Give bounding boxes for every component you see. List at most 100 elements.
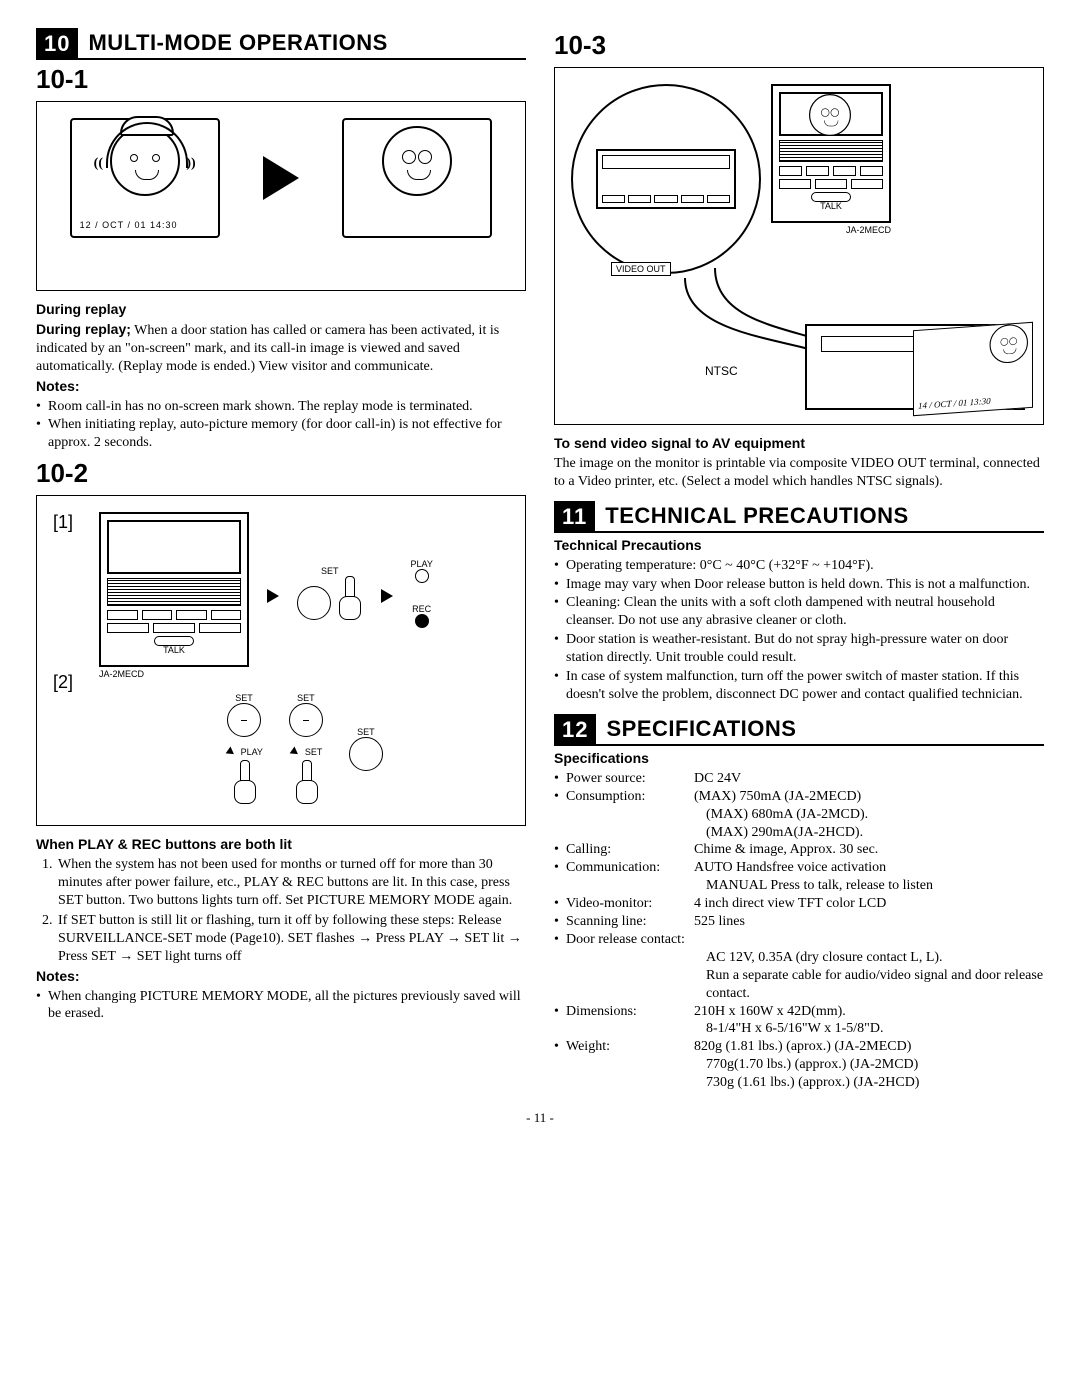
play-led-icon bbox=[415, 569, 429, 583]
notes-label: Notes: bbox=[36, 968, 526, 986]
note-item: When changing PICTURE MEMORY MODE, all t… bbox=[36, 988, 526, 1024]
vcr-icon bbox=[596, 149, 736, 209]
play-label: PLAY bbox=[411, 559, 433, 569]
rec-label: REC bbox=[411, 604, 433, 614]
spec-value-cont: AC 12V, 0.35A (dry closure contact L, L)… bbox=[554, 949, 1044, 967]
spec-label: Calling: bbox=[554, 841, 694, 859]
spec-label: Video-monitor: bbox=[554, 895, 694, 913]
table-row: Communication: AUTO Handsfree voice acti… bbox=[554, 859, 1044, 877]
spec-value-cont: 8-1/4"H x 6-5/16"W x 1-5/8"D. bbox=[554, 1020, 1044, 1038]
set-label: SET bbox=[305, 747, 323, 757]
notes-10-1: Room call-in has no on-screen mark shown… bbox=[36, 398, 526, 453]
subsection-10-2: 10-2 bbox=[36, 458, 526, 489]
note-item: Room call-in has no on-screen mark shown… bbox=[36, 398, 526, 416]
specifications-table: Power source: DC 24V Consumption: (MAX) … bbox=[554, 770, 1044, 1092]
figure-10-2: [1] [2] TALK bbox=[36, 495, 526, 826]
table-row: Calling: Chime & image, Approx. 30 sec. bbox=[554, 841, 1044, 859]
bracket-2: [2] bbox=[53, 672, 83, 693]
hand-icon bbox=[292, 760, 320, 804]
video-out-label: VIDEO OUT bbox=[611, 262, 671, 276]
spec-value-cont: Run a separate cable for audio/video sig… bbox=[554, 967, 1044, 1003]
set-knob-flash-icon bbox=[227, 703, 261, 737]
spec-label: Weight: bbox=[554, 1038, 694, 1056]
section-11-header: 11 TECHNICAL PRECAUTIONS bbox=[554, 501, 1044, 533]
tech-precautions-list: Operating temperature: 0°C ~ 40°C (+32°F… bbox=[554, 557, 1044, 704]
spec-value: 4 inch direct view TFT color LCD bbox=[694, 895, 1044, 913]
set-label: SET bbox=[225, 693, 263, 703]
av-heading: To send video signal to AV equipment bbox=[554, 435, 1044, 453]
section-number-badge: 12 bbox=[554, 714, 596, 746]
printout-face-icon bbox=[990, 323, 1029, 364]
specifications-heading: Specifications bbox=[554, 750, 1044, 768]
device-model-label: JA-2MECD bbox=[99, 669, 249, 679]
play-label: PLAY bbox=[241, 747, 263, 757]
ordered-list-10-2: When the system has not been used for mo… bbox=[36, 856, 526, 965]
printout-icon: 14 / OCT / 01 13:30 bbox=[913, 322, 1033, 416]
left-column: 10 MULTI-MODE OPERATIONS 10-1 (()) bbox=[36, 28, 526, 1092]
set-label: SET bbox=[289, 693, 323, 703]
play-rec-heading: When PLAY & REC buttons are both lit bbox=[36, 836, 526, 854]
notes-label: Notes: bbox=[36, 378, 526, 396]
section-title: MULTI-MODE OPERATIONS bbox=[78, 28, 526, 60]
play-arrow-icon bbox=[263, 156, 299, 200]
av-para: The image on the monitor is printable vi… bbox=[554, 455, 1044, 491]
page-number: - 11 - bbox=[36, 1110, 1044, 1126]
section-10-header: 10 MULTI-MODE OPERATIONS bbox=[36, 28, 526, 60]
page: 10 MULTI-MODE OPERATIONS 10-1 (()) bbox=[36, 28, 1044, 1092]
printer-icon: 14 / OCT / 01 13:30 bbox=[805, 324, 1025, 410]
list-item: Operating temperature: 0°C ~ 40°C (+32°F… bbox=[554, 557, 1044, 575]
device-drawing: TALK JA-2MECD bbox=[771, 84, 891, 235]
table-row: Power source: DC 24V bbox=[554, 770, 1044, 788]
spec-value-cont: MANUAL Press to talk, release to listen bbox=[554, 877, 1044, 895]
screen-left: (()) 12 / OCT / 01 14:30 bbox=[70, 118, 220, 238]
list-item: Image may vary when Door release button … bbox=[554, 576, 1044, 594]
spec-value: Chime & image, Approx. 30 sec. bbox=[694, 841, 1044, 859]
section-title: TECHNICAL PRECAUTIONS bbox=[595, 501, 1044, 533]
spec-label: Door release contact: bbox=[554, 931, 694, 949]
ntsc-label: NTSC bbox=[705, 364, 738, 378]
spec-value: 210H x 160W x 42D(mm). bbox=[694, 1003, 1044, 1021]
caller-face-icon: (()) bbox=[110, 126, 180, 196]
spec-value: 820g (1.81 lbs.) (aprox.) (JA-2MECD) bbox=[694, 1038, 1044, 1056]
during-replay-lead-bold: During replay; bbox=[36, 321, 131, 337]
spec-value: AUTO Handsfree voice activation bbox=[694, 859, 1044, 877]
table-row: Consumption: (MAX) 750mA (JA-2MECD) bbox=[554, 788, 1044, 806]
timestamp-text: 12 / OCT / 01 14:30 bbox=[80, 220, 178, 230]
spec-value: 525 lines bbox=[694, 913, 1044, 931]
spec-label: Consumption: bbox=[554, 788, 694, 806]
hand-icon bbox=[335, 576, 363, 620]
device-drawing: TALK JA-2MECD bbox=[99, 512, 249, 679]
notes-10-2: When changing PICTURE MEMORY MODE, all t… bbox=[36, 988, 526, 1024]
bracket-1: [1] bbox=[53, 512, 83, 672]
table-row: Video-monitor: 4 inch direct view TFT co… bbox=[554, 895, 1044, 913]
set-knob-icon bbox=[349, 737, 383, 771]
magnifier-circle-icon bbox=[571, 84, 761, 274]
figure-10-1: (()) 12 / OCT / 01 14:30 bbox=[36, 101, 526, 291]
section-number-badge: 10 bbox=[36, 28, 78, 60]
during-replay-heading: During replay bbox=[36, 301, 526, 319]
section-title: SPECIFICATIONS bbox=[596, 714, 1044, 746]
spec-value: DC 24V bbox=[694, 770, 1044, 788]
talk-label: TALK bbox=[107, 646, 241, 655]
set-label: SET bbox=[349, 727, 383, 737]
subsection-10-3: 10-3 bbox=[554, 30, 1044, 61]
spec-label: Scanning line: bbox=[554, 913, 694, 931]
right-column: 10-3 VIDEO OUT bbox=[554, 28, 1044, 1092]
subsection-10-1: 10-1 bbox=[36, 64, 526, 95]
set-label: SET bbox=[297, 566, 363, 576]
visitor-face-icon bbox=[382, 126, 452, 196]
set-knob-icon bbox=[297, 586, 331, 620]
figure-10-3: VIDEO OUT TALK bbox=[554, 67, 1044, 425]
section-number-badge: 11 bbox=[554, 501, 595, 533]
set-knob-flash-icon bbox=[289, 703, 323, 737]
tech-precautions-heading: Technical Precautions bbox=[554, 537, 1044, 555]
spec-value-cont: (MAX) 680mA (JA-2MCD). bbox=[554, 806, 1044, 824]
table-row: Dimensions: 210H x 160W x 42D(mm). bbox=[554, 1003, 1044, 1021]
table-row: Weight: 820g (1.81 lbs.) (aprox.) (JA-2M… bbox=[554, 1038, 1044, 1056]
table-row: Scanning line: 525 lines bbox=[554, 913, 1044, 931]
spec-label: Dimensions: bbox=[554, 1003, 694, 1021]
list-item: Cleaning: Clean the units with a soft cl… bbox=[554, 594, 1044, 630]
spec-value-cont: (MAX) 290mA(JA-2HCD). bbox=[554, 824, 1044, 842]
spec-label: Communication: bbox=[554, 859, 694, 877]
spec-value: (MAX) 750mA (JA-2MECD) bbox=[694, 788, 1044, 806]
